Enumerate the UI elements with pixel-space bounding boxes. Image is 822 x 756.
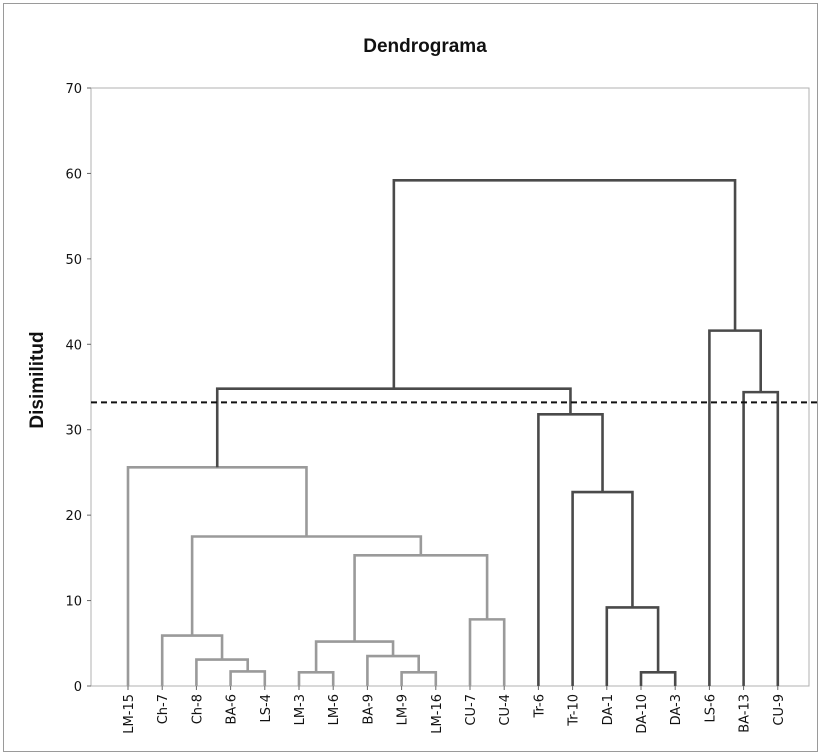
leaf-label: LS-6 (703, 694, 718, 722)
leaf-labels: LM-15 Ch-7 Ch-8 BA-6 LS-4 LM-3 LM-6 BA-9 LM-9 LM-… (122, 686, 787, 734)
y-tick-label: 20 (65, 509, 82, 524)
dendrogram-link (742, 390, 780, 686)
dendrogram-link (190, 535, 423, 636)
leaf-label: LM-15 (122, 694, 137, 734)
leaf-label: Ch-7 (156, 694, 171, 724)
leaf-label: CU-7 (464, 694, 479, 726)
leaf-label: CU-9 (772, 694, 787, 726)
leaf-label: BA-6 (225, 694, 240, 725)
y-tick-label: 10 (65, 595, 82, 610)
y-tick-label: 40 (65, 338, 82, 353)
dendrogram-link (126, 466, 308, 686)
dendrogram-link (605, 606, 660, 686)
y-tick-label: 0 (74, 680, 82, 695)
chart-title: Dendrograma (363, 36, 487, 57)
plot-area (90, 87, 810, 687)
leaf-label: LM-16 (430, 694, 445, 734)
leaf-label: BA-13 (738, 694, 753, 733)
leaf-label: DA-3 (669, 694, 684, 725)
dendrogram-link (215, 387, 572, 468)
leaf-label: CU-4 (498, 694, 513, 726)
dendrogram-links (126, 178, 780, 686)
dendrogram-link (537, 413, 604, 686)
chart-frame (3, 3, 818, 752)
dendrogram-link (708, 329, 762, 686)
dendrogram-link (297, 671, 335, 686)
leaf-label: BA-9 (361, 694, 376, 725)
leaf-label: LM-3 (293, 694, 308, 725)
dendrogram-link (468, 618, 506, 686)
dendrogram-link (639, 671, 677, 686)
y-axis-ticks: 0 10 20 30 40 50 60 70 (65, 82, 91, 695)
dendrogram-link (353, 553, 489, 642)
dendrogram-link (392, 178, 737, 389)
dendrogram-link (400, 671, 438, 686)
leaf-label: DA-1 (601, 694, 616, 725)
y-tick-label: 30 (65, 424, 82, 439)
leaf-label: Ch-8 (190, 694, 205, 724)
leaf-label: Tr-6 (532, 694, 547, 719)
leaf-label: LM-6 (327, 694, 342, 725)
y-axis-label: Disimilitud (27, 331, 48, 428)
y-tick-label: 60 (65, 167, 82, 182)
leaf-label: LM-9 (396, 694, 411, 725)
dendrogram-link (229, 670, 267, 686)
y-tick-label: 50 (65, 253, 82, 268)
leaf-label: Tr-10 (567, 694, 582, 727)
leaf-label: LS-4 (259, 694, 274, 722)
dendrogram-link (571, 490, 634, 686)
y-tick-label: 70 (65, 82, 82, 97)
leaf-label: DA-10 (635, 694, 650, 734)
